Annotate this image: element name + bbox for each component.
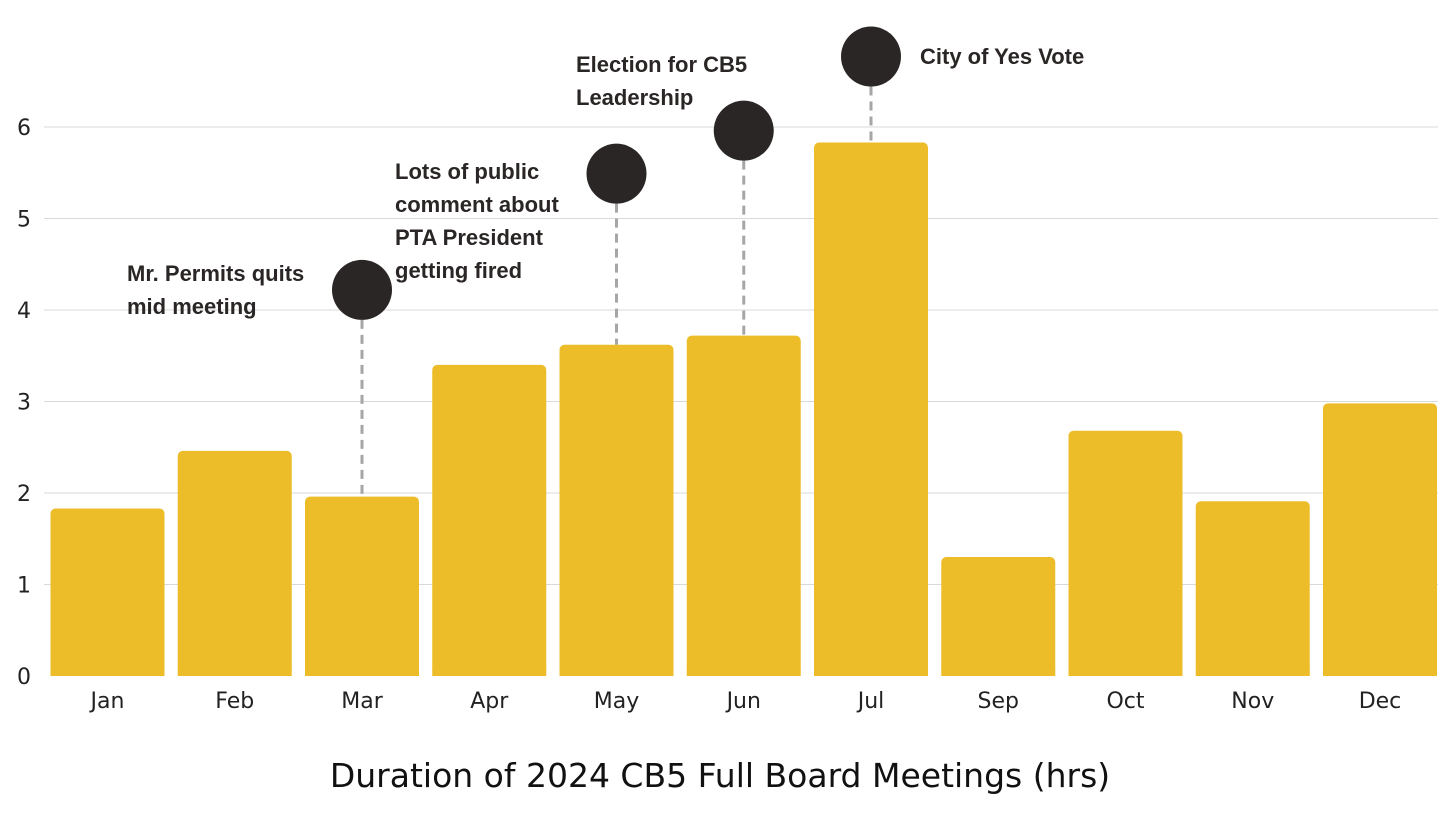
x-tick-label: Mar [341, 689, 383, 714]
x-tick-label: Jul [856, 689, 885, 714]
bar [686, 335, 801, 676]
annotation-label: Lots of public [395, 159, 539, 184]
x-tick-label: May [594, 689, 639, 714]
annotation-labels: Mr. Permits quits mid meeting Lots of publ… [127, 44, 1084, 319]
y-tick-label: 4 [17, 299, 31, 324]
bar [1068, 430, 1183, 676]
x-tick-label: Jun [725, 689, 761, 714]
bar-base [814, 670, 928, 676]
y-tick-label: 0 [17, 665, 31, 690]
annotation-label: comment about [395, 192, 559, 217]
y-tick-label: 1 [17, 574, 31, 599]
chart-title: Duration of 2024 CB5 Full Board Meetings… [330, 756, 1110, 795]
annotation-marker [713, 100, 774, 161]
bar [1195, 501, 1310, 676]
annotation-markers [332, 26, 901, 320]
y-tick-label: 3 [17, 391, 31, 416]
bar-base [305, 670, 419, 676]
bar [432, 364, 547, 676]
bar-base [432, 670, 547, 676]
y-tick-label: 6 [17, 116, 31, 141]
annotation-label: PTA President [395, 225, 544, 250]
annotation-marker [586, 143, 647, 204]
bar [559, 344, 674, 676]
bar-base [686, 670, 801, 676]
bar [177, 450, 292, 676]
annotation-label: Leadership [576, 85, 693, 110]
x-tick-label: Sep [978, 689, 1019, 714]
bar-base [941, 670, 1056, 676]
x-tick-label: Dec [1359, 689, 1402, 714]
bar-base [1195, 670, 1310, 676]
annotation-label: mid meeting [127, 294, 257, 319]
x-tick-label: Feb [215, 689, 254, 714]
bar [305, 496, 419, 676]
annotation-label: getting fired [395, 258, 522, 283]
bar [50, 508, 165, 676]
bar [814, 142, 928, 676]
x-tick-label: Oct [1106, 689, 1144, 714]
bar [1323, 403, 1437, 676]
y-tick-label: 2 [17, 482, 31, 507]
bar [941, 557, 1056, 676]
bar-base [559, 670, 674, 676]
bar-base [1323, 670, 1437, 676]
bar-base [50, 670, 165, 676]
bar-base [177, 670, 292, 676]
bar-base [1068, 670, 1183, 676]
x-tick-label: Apr [470, 689, 509, 714]
x-tick-label: Jan [89, 689, 125, 714]
y-axis: 0 1 2 3 4 5 6 [17, 116, 31, 690]
annotation-leaders [360, 56, 873, 497]
x-tick-label: Nov [1231, 689, 1274, 714]
y-tick-label: 5 [17, 208, 31, 233]
bars [50, 142, 1437, 676]
annotation-label: City of Yes Vote [920, 44, 1084, 69]
annotation-label: Election for CB5 [576, 52, 747, 77]
x-axis: Jan Feb Mar Apr May Jun Jul Sep Oct Nov Dec [89, 689, 1402, 714]
annotation-marker [841, 26, 901, 87]
annotation-label: Mr. Permits quits [127, 261, 304, 286]
annotation-marker [332, 259, 392, 320]
